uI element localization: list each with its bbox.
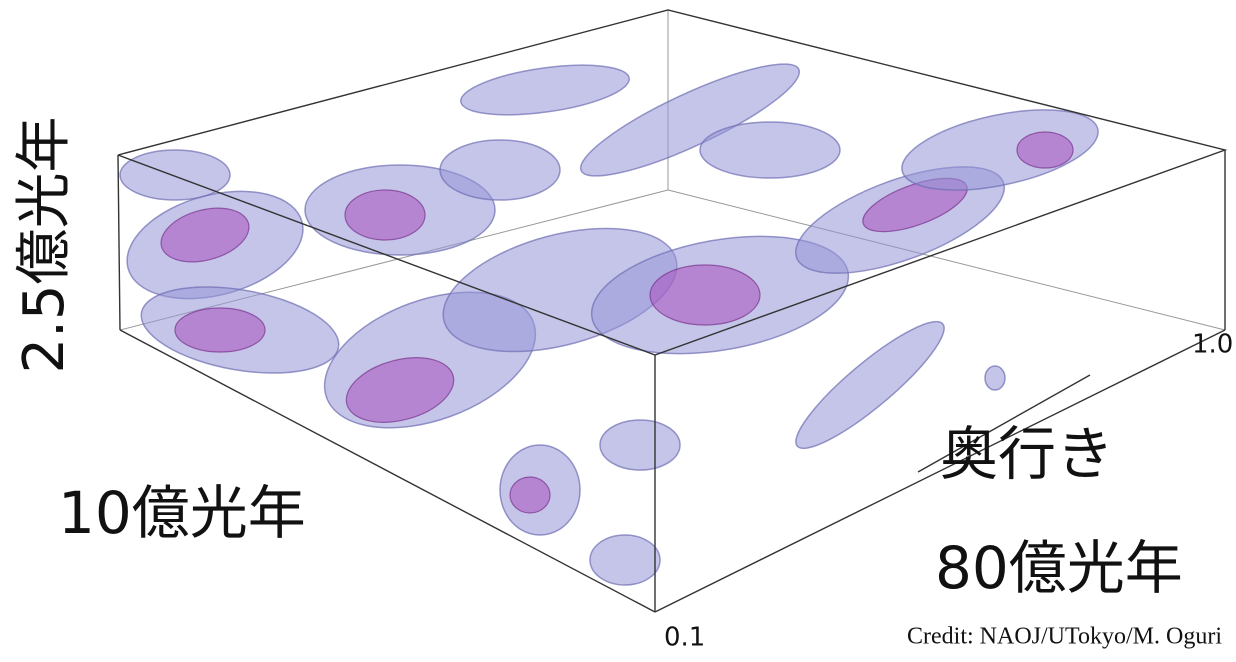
structure [460,64,630,116]
structure-core [160,207,250,263]
structure-core [649,264,761,326]
edge [654,329,1226,613]
structure-core [174,307,266,353]
depth-label: 80億光年 [935,534,1183,602]
credit: Credit: NAOJ/UTokyo/M. Oguri [907,624,1222,650]
depth-far-label: 1.0 [1192,330,1233,360]
structure-core [509,476,551,514]
width-label: 10億光年 [58,479,306,547]
structure [699,121,841,179]
edge [667,189,1226,331]
structure [599,419,681,471]
structure [589,534,661,586]
box-edges [117,9,1228,613]
height-label: 2.5億光年 [12,116,77,373]
density-structures [119,63,1099,586]
depth-near-label: 0.1 [664,623,705,653]
structure [795,320,945,450]
structure [119,149,231,201]
edge [117,154,121,331]
structure [901,109,1099,191]
depth-indicator [917,374,1091,473]
depth-title: 奥行き [940,420,1114,488]
edge [119,329,656,613]
structure-core [344,189,426,241]
structure-core [1016,131,1074,169]
structure [984,365,1006,391]
structure-core [345,357,455,423]
structure [439,139,561,201]
